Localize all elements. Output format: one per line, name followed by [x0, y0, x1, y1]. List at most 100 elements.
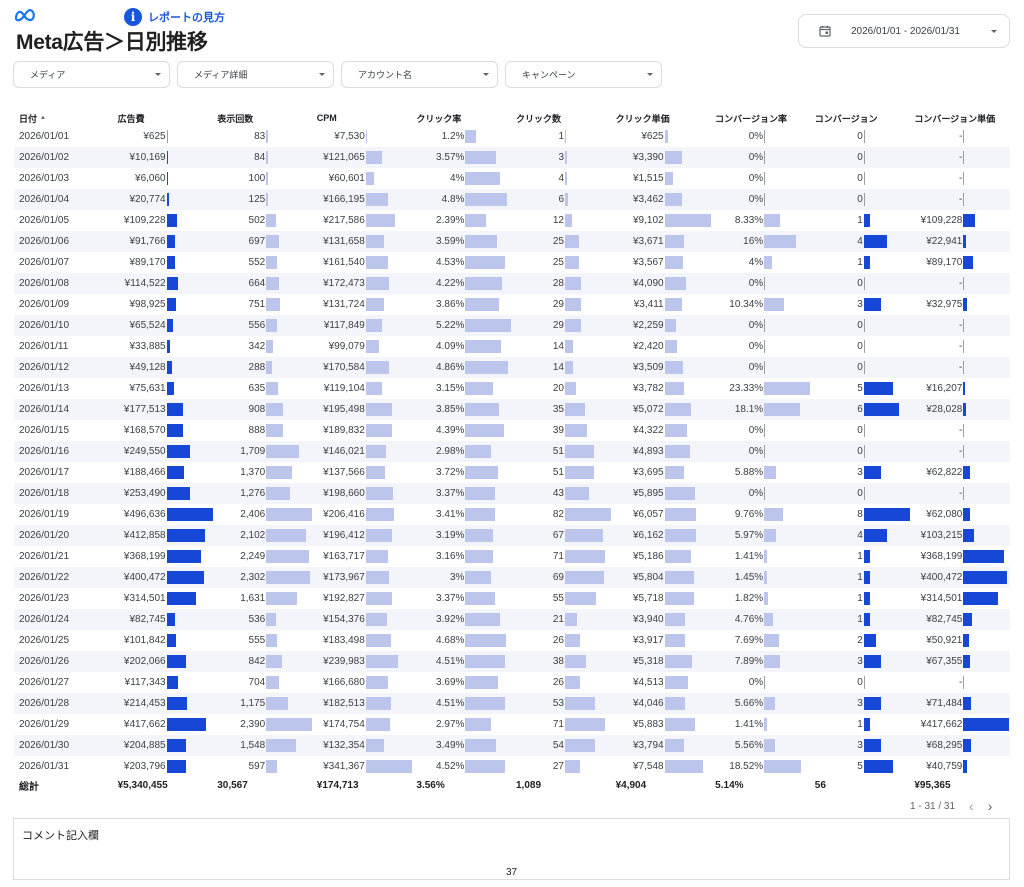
filter-account-name[interactable]: アカウント名 [341, 61, 498, 88]
table-row[interactable]: 2026/01/14 ¥177,513 908 ¥195,498 3.85% 35 ¥5,0… [14, 399, 1010, 420]
table-row[interactable]: 2026/01/27 ¥117,343 704 ¥166,680 3.69% 26 ¥4,5… [14, 672, 1010, 693]
conversions-cell-bar-track [863, 466, 910, 479]
clicks-cell-bar [565, 529, 603, 542]
ctr-cell: 2.97% [412, 714, 512, 735]
table-row[interactable]: 2026/01/28 ¥214,453 1,175 ¥182,513 4.51% 53 ¥4… [14, 693, 1010, 714]
cvr-cell: 0% [711, 483, 811, 504]
cvr-cell-bar [764, 256, 773, 269]
table-row[interactable]: 2026/01/08 ¥114,522 664 ¥172,473 4.22% 28 ¥4,0… [14, 273, 1010, 294]
report-help-link[interactable]: i レポートの見方 [124, 8, 225, 26]
cpa-cell-bar [963, 277, 965, 290]
cpa-cell-value: ¥400,472 [920, 572, 963, 583]
table-row[interactable]: 2026/01/16 ¥249,550 1,709 ¥146,021 2.98% 51 ¥4… [14, 441, 1010, 462]
column-header-ctr[interactable]: クリック率 [416, 113, 462, 124]
impressions-cell-bar-track [266, 760, 312, 773]
table-row[interactable]: 2026/01/20 ¥412,858 2,102 ¥196,412 3.19% 67 ¥6… [14, 525, 1010, 546]
cost-cell-bar-track [166, 676, 213, 689]
table-row[interactable]: 2026/01/13 ¥75,631 635 ¥119,104 3.15% 20 ¥3,78… [14, 378, 1010, 399]
table-row[interactable]: 2026/01/07 ¥89,170 552 ¥161,540 4.53% 25 ¥3,56… [14, 252, 1010, 273]
cpa-cell-bar-track [963, 487, 1009, 500]
table-row[interactable]: 2026/01/25 ¥101,842 555 ¥183,498 4.68% 26 ¥3,9… [14, 630, 1010, 651]
table-row[interactable]: 2026/01/22 ¥400,472 2,302 ¥173,967 3% 69 ¥5,80… [14, 567, 1010, 588]
table-row[interactable]: 2026/01/24 ¥82,745 536 ¥154,376 3.92% 21 ¥3,94… [14, 609, 1010, 630]
clicks-cell: 67 [512, 525, 612, 546]
impressions-cell-value: 342 [248, 341, 266, 352]
table-row[interactable]: 2026/01/26 ¥202,066 842 ¥239,983 4.51% 38 ¥5,3… [14, 651, 1010, 672]
impressions-cell-bar-track [266, 172, 312, 185]
conversions-cell-bar-track [863, 172, 910, 185]
clicks-cell-value: 25 [552, 257, 564, 268]
cost-cell: ¥101,842 [114, 630, 214, 651]
cvr-cell-value: 5.56% [734, 740, 764, 751]
cost-cell-value: ¥98,925 [129, 299, 166, 310]
table-row[interactable]: 2026/01/05 ¥109,228 502 ¥217,586 2.39% 12 ¥9,1… [14, 210, 1010, 231]
table-row[interactable]: 2026/01/15 ¥168,570 888 ¥189,832 4.39% 39 ¥4,3… [14, 420, 1010, 441]
conversions-cell-value: 0 [857, 425, 863, 436]
date-range-picker[interactable]: 2026/01/01 - 2026/01/31 [798, 14, 1010, 48]
clicks-cell-bar [565, 403, 585, 416]
impressions-cell-bar [266, 487, 291, 500]
table-row[interactable]: 2026/01/31 ¥203,796 597 ¥341,367 4.52% 27 ¥7,5… [14, 756, 1010, 777]
cost-cell: ¥109,228 [114, 210, 214, 231]
table-row[interactable]: 2026/01/02 ¥10,169 84 ¥121,065 3.57% 3 ¥3,390 0… [14, 147, 1010, 168]
table-row[interactable]: 2026/01/09 ¥98,925 751 ¥131,724 3.86% 29 ¥3,41… [14, 294, 1010, 315]
ctr-cell: 3.59% [412, 231, 512, 252]
column-header-cpm[interactable]: CPM [316, 113, 337, 123]
total-cpm: ¥174,713 [316, 779, 359, 791]
date-cell: 2026/01/10 [19, 320, 70, 331]
table-row[interactable]: 2026/01/17 ¥188,466 1,370 ¥137,566 3.72% 51 ¥3… [14, 462, 1010, 483]
column-header-conversions[interactable]: コンバージョン [814, 113, 878, 124]
table-row[interactable]: 2026/01/23 ¥314,501 1,631 ¥192,827 3.37% 55 ¥5… [14, 588, 1010, 609]
column-header-clicks[interactable]: クリック数 [515, 113, 561, 124]
filter-media[interactable]: メディア [13, 61, 170, 88]
cpm-cell-bar [365, 487, 393, 500]
cpc-cell-value: ¥3,390 [633, 152, 664, 163]
column-header-date[interactable]: 日付 ▲ [19, 113, 46, 124]
cpc-cell-value: ¥5,718 [633, 593, 664, 604]
cpm-cell-value: ¥195,498 [323, 404, 365, 415]
table-row[interactable]: 2026/01/11 ¥33,885 342 ¥99,079 4.09% 14 ¥2,420… [14, 336, 1010, 357]
cost-cell: ¥314,501 [114, 588, 214, 609]
cpa-cell-bar [963, 466, 971, 479]
table-row[interactable]: 2026/01/21 ¥368,199 2,249 ¥163,717 3.16% 71 ¥5… [14, 546, 1010, 567]
table-row[interactable]: 2026/01/18 ¥253,490 1,276 ¥198,660 3.37% 43 ¥5… [14, 483, 1010, 504]
cpc-cell-bar-track [664, 550, 711, 563]
chevron-left-icon[interactable]: ‹ [969, 798, 974, 814]
table-row[interactable]: 2026/01/03 ¥6,060 100 ¥60,601 4% 4 ¥1,515 0% 0 - [14, 168, 1010, 189]
cpm-cell-value: ¥99,079 [328, 341, 365, 352]
table-row[interactable]: 2026/01/12 ¥49,128 288 ¥170,584 4.86% 14 ¥3,50… [14, 357, 1010, 378]
ctr-cell-bar-track [465, 214, 511, 227]
table-row[interactable]: 2026/01/01 ¥625 83 ¥7,530 1.2% 1 ¥625 0% 0 - [14, 126, 1010, 147]
filter-media-detail[interactable]: メディア詳細 [177, 61, 334, 88]
chevron-right-icon[interactable]: › [987, 798, 993, 814]
column-header-cvr[interactable]: コンバージョン率 [715, 113, 787, 124]
filter-campaign[interactable]: キャンペーン [505, 61, 662, 88]
cpa-cell-value: ¥28,028 [926, 404, 963, 415]
table-row[interactable]: 2026/01/04 ¥20,774 125 ¥166,195 4.8% 6 ¥3,462 0… [14, 189, 1010, 210]
column-header-impressions[interactable]: 表示回数 [217, 113, 254, 124]
table-row[interactable]: 2026/01/29 ¥417,662 2,390 ¥174,754 2.97% 71 ¥5… [14, 714, 1010, 735]
cost-cell-value: ¥49,128 [129, 362, 166, 373]
table-row[interactable]: 2026/01/10 ¥65,524 556 ¥117,849 5.22% 29 ¥2,25… [14, 315, 1010, 336]
cost-cell-bar [166, 466, 184, 479]
table-row[interactable]: 2026/01/06 ¥91,766 697 ¥131,658 3.59% 25 ¥3,67… [14, 231, 1010, 252]
cpc-cell-bar [664, 382, 684, 395]
table-row[interactable]: 2026/01/30 ¥204,885 1,548 ¥132,354 3.49% 54 ¥3… [14, 735, 1010, 756]
cpa-cell-bar [963, 235, 967, 248]
impressions-cell: 751 [213, 294, 313, 315]
ctr-cell-bar [465, 319, 512, 332]
cpa-cell-bar [963, 760, 968, 773]
cost-cell: ¥6,060 [114, 168, 214, 189]
table-row[interactable]: 2026/01/19 ¥496,636 2,406 ¥206,416 3.41% 82 ¥6… [14, 504, 1010, 525]
column-header-cpc[interactable]: クリック単価 [615, 113, 670, 124]
column-header-cpa[interactable]: コンバージョン単価 [914, 113, 996, 124]
cpm-cell-value: ¥154,376 [323, 614, 365, 625]
comment-box[interactable]: コメント記入欄 37 [13, 818, 1010, 880]
cpa-cell-value: - [959, 446, 963, 457]
impressions-cell: 2,102 [213, 525, 313, 546]
cvr-cell: 0% [711, 168, 811, 189]
date-cell: 2026/01/16 [19, 446, 70, 457]
column-header-cost[interactable]: 広告費 [117, 113, 145, 124]
cost-cell-bar [166, 655, 186, 668]
impressions-cell-bar [266, 256, 278, 269]
